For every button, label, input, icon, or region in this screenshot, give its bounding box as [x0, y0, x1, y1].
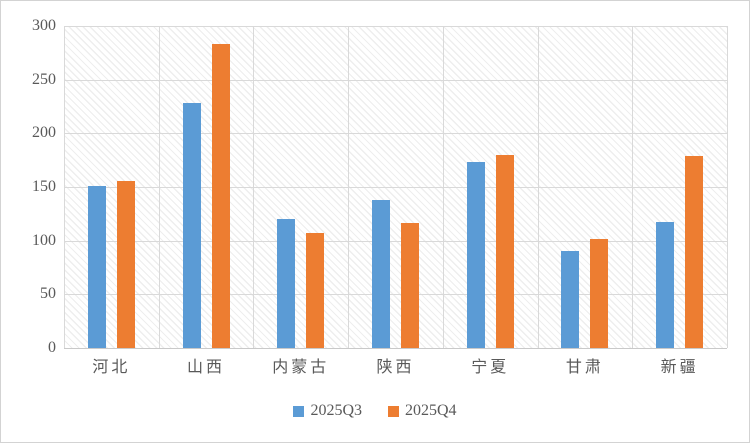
legend-label: 2025Q4 — [405, 402, 457, 419]
bar-2025Q4-山西 — [211, 44, 230, 348]
bar-2025Q3-甘肃 — [561, 251, 580, 348]
x-axis-label-宁夏: 宁夏 — [471, 359, 510, 376]
gridline-y-50 — [64, 294, 727, 296]
gridline-x — [442, 26, 444, 348]
x-axis-label-新疆: 新疆 — [660, 359, 699, 376]
x-axis-label-内蒙古: 内蒙古 — [272, 359, 330, 376]
x-axis-label-河北: 河北 — [92, 359, 131, 376]
gridline-x — [253, 26, 255, 348]
bar-2025Q4-陕西 — [401, 223, 419, 348]
bar-2025Q4-甘肃 — [590, 238, 609, 348]
bar-2025Q3-山西 — [182, 103, 201, 348]
gridline-y-200 — [64, 133, 727, 135]
legend-swatch-icon — [388, 405, 399, 417]
gridline-y-150 — [64, 187, 727, 188]
y-axis-tick-label: 300 — [32, 17, 56, 34]
bar-2025Q4-新疆 — [685, 155, 704, 348]
gridline-x — [537, 26, 539, 348]
y-axis-tick-label: 0 — [48, 339, 56, 356]
bar-2025Q3-陕西 — [372, 199, 390, 348]
y-axis-tick-label: 250 — [32, 70, 56, 88]
gridline-y-0 — [64, 348, 727, 349]
gridline-y-100 — [64, 240, 727, 242]
legend-item-2025Q4: 2025Q4 — [388, 402, 457, 420]
legend-label: 2025Q3 — [310, 402, 362, 419]
legend-item-2025Q3: 2025Q3 — [293, 402, 362, 420]
plot-area — [64, 26, 728, 349]
bar-2025Q3-河北 — [87, 185, 106, 348]
gridline-x — [348, 26, 350, 348]
bar-2025Q3-新疆 — [656, 222, 675, 348]
bar-2025Q4-内蒙古 — [306, 233, 325, 348]
legend: 2025Q3 2025Q4 — [1, 402, 749, 420]
x-axis-label-甘肃: 甘肃 — [565, 359, 604, 376]
bar-2025Q3-内蒙古 — [277, 219, 296, 348]
x-axis-label-陕西: 陕西 — [376, 359, 415, 376]
gridline-x — [64, 26, 65, 348]
bar-2025Q3-宁夏 — [466, 162, 485, 348]
gridline-y-250 — [64, 79, 727, 81]
y-axis-tick-label: 150 — [32, 178, 56, 195]
bar-2025Q4-宁夏 — [495, 154, 514, 348]
gridline-y-300 — [64, 26, 727, 27]
gridline-x — [727, 26, 728, 348]
y-axis-tick-label: 200 — [32, 124, 56, 142]
y-axis-tick-label: 100 — [32, 231, 56, 249]
gridline-x — [632, 26, 634, 348]
x-axis-label-山西: 山西 — [187, 359, 226, 376]
gridline-x — [158, 26, 160, 348]
legend-swatch-icon — [293, 405, 305, 417]
bar-2025Q4-河北 — [116, 180, 135, 348]
y-axis-tick-label: 50 — [40, 285, 56, 303]
